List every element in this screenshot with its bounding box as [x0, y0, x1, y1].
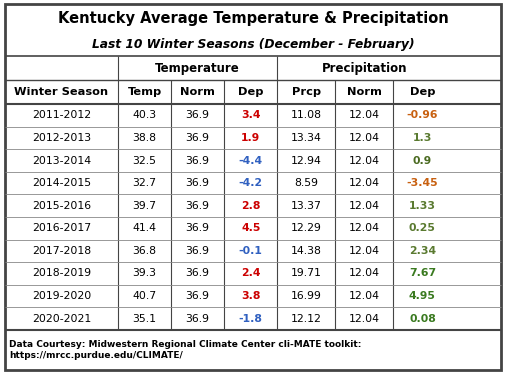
Text: 12.04: 12.04: [348, 110, 379, 120]
Text: 8.59: 8.59: [294, 178, 318, 188]
Text: 12.29: 12.29: [290, 223, 321, 233]
Text: 36.9: 36.9: [185, 110, 209, 120]
Text: 2014-2015: 2014-2015: [32, 178, 91, 188]
Text: 39.3: 39.3: [132, 269, 157, 279]
Text: 36.9: 36.9: [185, 201, 209, 211]
Text: 2016-2017: 2016-2017: [32, 223, 91, 233]
Text: 40.3: 40.3: [132, 110, 157, 120]
Text: 12.04: 12.04: [348, 133, 379, 143]
Text: 2.4: 2.4: [240, 269, 260, 279]
Text: 1.33: 1.33: [408, 201, 435, 211]
Text: 19.71: 19.71: [290, 269, 321, 279]
Text: https://mrcc.purdue.edu/CLIMATE/: https://mrcc.purdue.edu/CLIMATE/: [9, 352, 182, 361]
Text: 2019-2020: 2019-2020: [32, 291, 91, 301]
Text: 2.34: 2.34: [408, 246, 435, 256]
Text: 14.38: 14.38: [290, 246, 321, 256]
Text: -0.96: -0.96: [406, 110, 437, 120]
Text: 4.5: 4.5: [240, 223, 260, 233]
Text: Temp: Temp: [127, 87, 162, 97]
Text: 2018-2019: 2018-2019: [32, 269, 91, 279]
Text: 41.4: 41.4: [132, 223, 157, 233]
Text: 1.9: 1.9: [241, 133, 260, 143]
Text: Kentucky Average Temperature & Precipitation: Kentucky Average Temperature & Precipita…: [58, 10, 447, 25]
Text: 2015-2016: 2015-2016: [32, 201, 91, 211]
Text: 2017-2018: 2017-2018: [32, 246, 91, 256]
Text: -3.45: -3.45: [406, 178, 437, 188]
Text: 1.3: 1.3: [412, 133, 431, 143]
Text: 3.8: 3.8: [240, 291, 260, 301]
Text: 13.34: 13.34: [290, 133, 321, 143]
Text: 12.04: 12.04: [348, 201, 379, 211]
Text: 12.94: 12.94: [290, 156, 321, 166]
Text: 16.99: 16.99: [290, 291, 321, 301]
Text: -4.4: -4.4: [238, 156, 262, 166]
Text: 4.95: 4.95: [408, 291, 435, 301]
Text: Data Courtesy: Midwestern Regional Climate Center cli-MATE toolkit:: Data Courtesy: Midwestern Regional Clima…: [9, 340, 361, 349]
Text: 36.9: 36.9: [185, 269, 209, 279]
Text: 12.04: 12.04: [348, 178, 379, 188]
Text: 0.9: 0.9: [412, 156, 431, 166]
Text: 36.8: 36.8: [132, 246, 157, 256]
Text: 12.04: 12.04: [348, 156, 379, 166]
Text: 2013-2014: 2013-2014: [32, 156, 91, 166]
Text: -0.1: -0.1: [238, 246, 262, 256]
Text: Dep: Dep: [237, 87, 263, 97]
Text: 36.9: 36.9: [185, 246, 209, 256]
Text: 7.67: 7.67: [408, 269, 435, 279]
Text: Temperature: Temperature: [155, 61, 239, 74]
Text: 36.9: 36.9: [185, 156, 209, 166]
Text: Last 10 Winter Seasons (December - February): Last 10 Winter Seasons (December - Febru…: [91, 37, 414, 50]
Text: 13.37: 13.37: [290, 201, 321, 211]
Text: 12.04: 12.04: [348, 246, 379, 256]
Text: 2011-2012: 2011-2012: [32, 110, 91, 120]
Text: 36.9: 36.9: [185, 314, 209, 324]
Text: 11.08: 11.08: [290, 110, 321, 120]
Text: 0.08: 0.08: [408, 314, 435, 324]
Text: 32.5: 32.5: [132, 156, 157, 166]
Text: 12.04: 12.04: [348, 291, 379, 301]
Text: 0.25: 0.25: [408, 223, 435, 233]
Text: Norm: Norm: [346, 87, 381, 97]
Text: 35.1: 35.1: [132, 314, 157, 324]
Text: Prcp: Prcp: [291, 87, 320, 97]
Text: 36.9: 36.9: [185, 223, 209, 233]
Text: 36.9: 36.9: [185, 291, 209, 301]
Text: 36.9: 36.9: [185, 133, 209, 143]
Text: 2.8: 2.8: [240, 201, 260, 211]
Text: 39.7: 39.7: [132, 201, 157, 211]
Text: 12.04: 12.04: [348, 314, 379, 324]
Text: 3.4: 3.4: [240, 110, 260, 120]
Text: Dep: Dep: [409, 87, 434, 97]
Text: 38.8: 38.8: [132, 133, 157, 143]
Text: 32.7: 32.7: [132, 178, 157, 188]
Text: -1.8: -1.8: [238, 314, 262, 324]
Text: 2020-2021: 2020-2021: [32, 314, 91, 324]
Text: 36.9: 36.9: [185, 178, 209, 188]
Text: Norm: Norm: [180, 87, 215, 97]
Text: 12.04: 12.04: [348, 269, 379, 279]
Text: 40.7: 40.7: [132, 291, 157, 301]
Text: 2012-2013: 2012-2013: [32, 133, 91, 143]
Text: 12.12: 12.12: [290, 314, 321, 324]
Text: Precipitation: Precipitation: [321, 61, 407, 74]
Text: Winter Season: Winter Season: [15, 87, 109, 97]
Text: -4.2: -4.2: [238, 178, 262, 188]
Text: 12.04: 12.04: [348, 223, 379, 233]
